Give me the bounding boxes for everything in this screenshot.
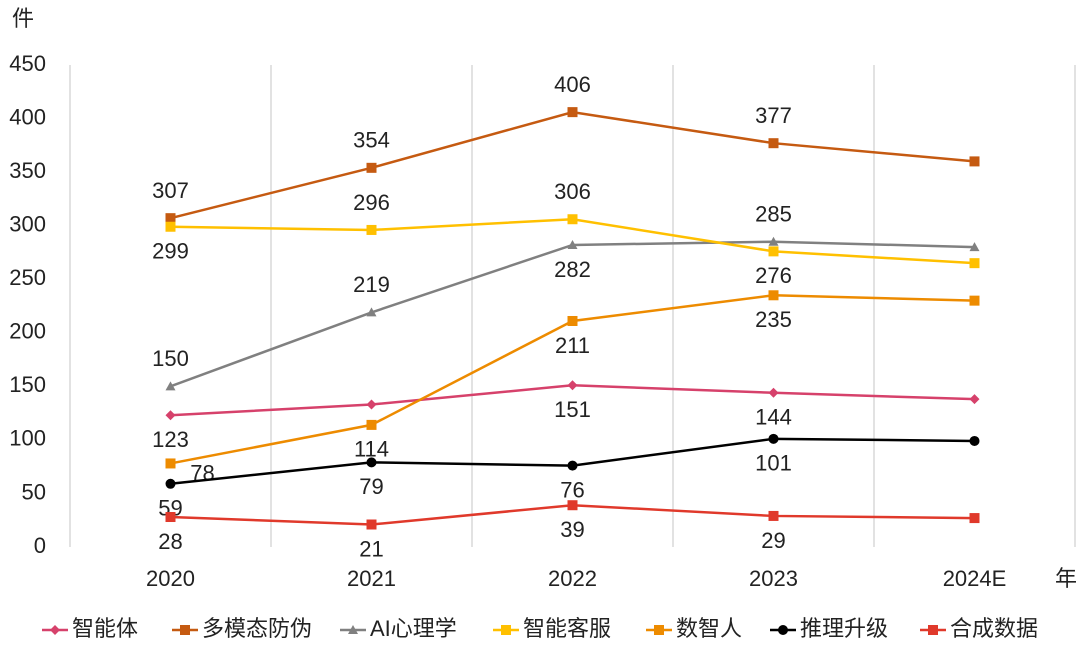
data-label: 29 [761, 528, 785, 553]
data-label: 123 [152, 427, 189, 452]
marker [165, 221, 176, 232]
marker [501, 625, 511, 635]
y-tick-label: 350 [9, 158, 46, 183]
data-label: 306 [554, 179, 591, 204]
marker [969, 435, 980, 446]
data-label: 235 [755, 307, 792, 332]
data-label: 377 [755, 103, 792, 128]
marker [165, 478, 176, 489]
marker [366, 162, 377, 173]
data-label: 39 [560, 517, 584, 542]
x-axis-label: 年 [1055, 566, 1077, 591]
x-tick-label: 2021 [347, 566, 396, 591]
y-tick-label: 250 [9, 265, 46, 290]
x-tick-label: 2020 [146, 566, 195, 591]
data-label: 151 [554, 397, 591, 422]
legend-label: 智能体 [72, 616, 138, 641]
data-label: 101 [755, 451, 792, 476]
marker [50, 625, 60, 635]
y-tick-label: 50 [22, 479, 46, 504]
marker [768, 290, 779, 301]
data-label: 276 [755, 263, 792, 288]
marker [366, 457, 377, 468]
marker [165, 458, 176, 469]
data-label: 76 [560, 477, 584, 502]
legend-label: 推理升级 [800, 616, 888, 641]
marker [165, 410, 176, 421]
marker [567, 380, 578, 391]
data-label: 406 [554, 72, 591, 97]
legend-label: 合成数据 [950, 616, 1038, 641]
marker [567, 460, 578, 471]
marker [165, 512, 176, 523]
data-label: 285 [755, 202, 792, 227]
x-tick-label: 2023 [749, 566, 798, 591]
data-label: 219 [353, 272, 390, 297]
data-label: 150 [152, 346, 189, 371]
data-label: 282 [554, 257, 591, 282]
data-label: 296 [353, 190, 390, 215]
marker [567, 107, 578, 118]
data-label: 28 [158, 529, 182, 554]
marker [165, 381, 176, 391]
marker [969, 513, 980, 524]
marker [567, 315, 578, 326]
marker [366, 399, 377, 410]
marker [768, 236, 779, 246]
marker [180, 625, 190, 635]
marker [969, 156, 980, 167]
marker [348, 625, 358, 634]
marker [768, 138, 779, 149]
marker [366, 307, 377, 317]
y-tick-label: 400 [9, 104, 46, 129]
marker [928, 625, 938, 635]
data-label: 79 [359, 474, 383, 499]
y-tick-label: 0 [34, 533, 46, 558]
data-label: 354 [353, 128, 390, 153]
data-label: 211 [555, 333, 590, 358]
marker [778, 625, 788, 635]
marker [567, 214, 578, 225]
marker [768, 387, 779, 398]
marker [969, 295, 980, 306]
data-label: 144 [755, 405, 792, 430]
data-label: 21 [359, 536, 383, 561]
marker [366, 519, 377, 530]
y-tick-label: 100 [9, 426, 46, 451]
legend-label: AI心理学 [370, 616, 457, 641]
marker [969, 258, 980, 269]
y-tick-label: 450 [9, 51, 46, 76]
y-axis-label: 件 [12, 6, 34, 31]
data-label: 307 [152, 178, 189, 203]
legend-label: 数智人 [676, 616, 742, 641]
marker [768, 433, 779, 444]
y-tick-label: 300 [9, 211, 46, 236]
data-label: 299 [152, 239, 189, 264]
legend-label: 智能客服 [523, 616, 611, 641]
y-tick-label: 150 [9, 372, 46, 397]
x-tick-label: 2024E [943, 566, 1007, 591]
marker [366, 224, 377, 235]
marker [366, 419, 377, 430]
marker [567, 239, 578, 249]
y-tick-label: 200 [9, 319, 46, 344]
marker [969, 242, 980, 252]
marker [567, 500, 578, 511]
legend-label: 多模态防伪 [202, 616, 312, 641]
marker [768, 510, 779, 521]
marker [768, 246, 779, 257]
marker [165, 213, 176, 224]
marker [969, 394, 980, 405]
marker [654, 625, 664, 635]
x-tick-label: 2022 [548, 566, 597, 591]
